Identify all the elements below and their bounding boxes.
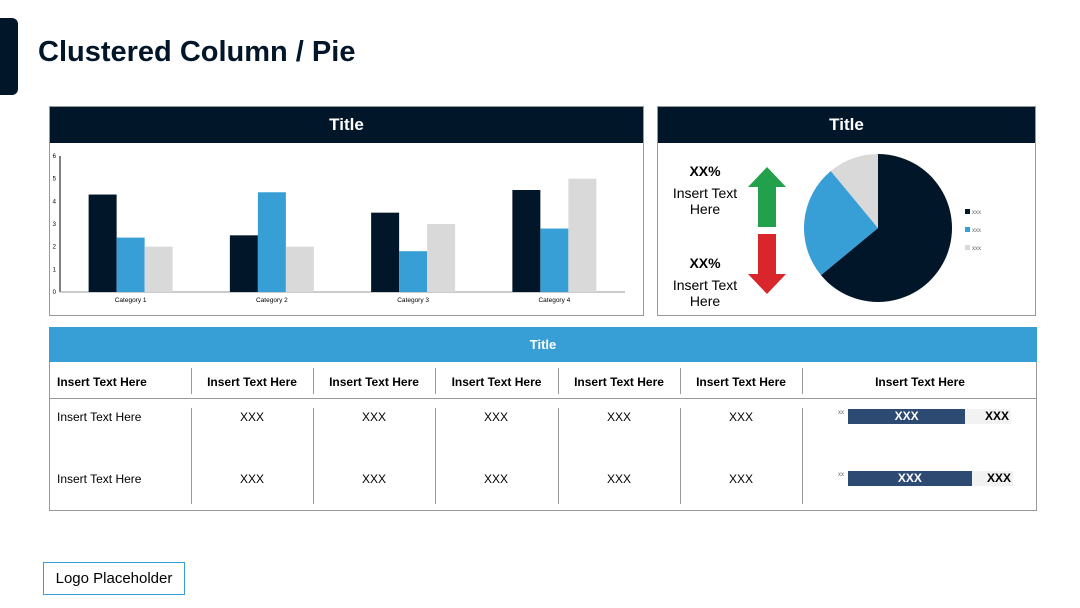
bar [116,237,145,292]
row-label: Insert Text Here [57,410,142,424]
data-table: Title Insert Text Here Insert Text Here … [49,327,1037,511]
table-cell: XXX [483,410,508,424]
x-tick-label: Category 4 [538,297,570,304]
x-tick-label: Category 2 [256,297,288,304]
y-tick-label: 0 [53,290,57,296]
legend-swatch [965,245,970,250]
bar [427,224,456,292]
legend-label: xxx [972,246,981,252]
table-cell: XXX [606,472,631,486]
column-chart: 0 1 2 3 4 5 6 Category 1 Category 2 Category 3 Cat… [53,154,625,304]
column-header: Insert Text Here [57,375,147,389]
bar [540,228,569,292]
kpi-value: XX% [689,255,721,271]
progress-value: XXX [986,471,1011,485]
bar [144,246,173,292]
y-tick-label: 4 [53,199,57,205]
table-cell: XXX [361,472,386,486]
column-header: Insert Text Here [329,375,419,389]
bar [512,190,541,292]
y-tick-label: 1 [53,267,57,273]
kpi-value: XX% [689,163,721,179]
column-header: Insert Text Here [451,375,542,389]
column-header: Insert Text Here [696,375,786,389]
kpi-down: XX% Insert Text Here [660,255,750,309]
progress-bar: XXX XXX [848,471,1013,486]
table-row: Insert Text Here XXX XXX XXX XXX XXX xx XXX XXX [50,471,1036,492]
column-header: Insert Text Here [574,375,664,389]
row-label: Insert Text Here [57,472,142,486]
kpi-up: XX% Insert Text Here [660,163,750,217]
table-cell: XXX [239,410,264,424]
legend-label: xxx [972,210,981,216]
progress-fill: XXX [848,471,972,486]
table-cell: XXX [483,472,508,486]
column-header: Insert Text Here [207,375,297,389]
panel-title: Title [658,107,1035,143]
y-tick-label: 2 [53,245,57,251]
legend-swatch [965,227,970,232]
bar [285,246,314,292]
pie-slice [804,170,878,276]
accent-bar [0,18,18,95]
x-tick-label: Category 1 [115,297,147,304]
legend-swatch [965,209,970,214]
arrow-up-icon [748,167,786,227]
bar [229,235,258,292]
progress-fill: XXX [848,409,966,424]
table-cell: XXX [606,410,631,424]
page-title: Clustered Column / Pie [38,36,356,68]
pie-slice [830,154,878,228]
column-chart-panel: Title 0 1 2 3 4 5 6 Category 1 Category 2 Categor… [49,106,644,316]
y-tick-label: 3 [53,222,57,228]
bar-small-label: xx [838,410,844,416]
y-tick-label: 5 [53,177,57,183]
bar-small-label: xx [838,472,844,478]
table-cell: XXX [239,472,264,486]
progress-value: XXX [984,409,1009,423]
panel-title: Title [50,107,643,143]
kpi-text: Insert Text Here [672,185,738,217]
table-title: Title [49,327,1037,362]
bar [399,251,428,292]
x-tick-label: Category 3 [397,297,429,304]
table-row: Insert Text Here XXX XXX XXX XXX XXX xx XXX XXX [50,409,1036,430]
bar [568,178,597,292]
pie-slice [820,154,952,302]
bar [88,194,117,292]
bar [257,192,286,292]
column-header: Insert Text Here [875,375,965,389]
table-header-row: Insert Text Here Insert Text Here Insert… [50,363,1036,399]
pie-chart-panel: Title XX% Insert Text Here XX% Insert Text… [657,106,1036,316]
pie-chart: xxx xxx xxx [804,154,981,302]
arrow-down-icon [748,234,786,294]
legend-label: xxx [972,228,981,234]
logo-placeholder: Logo Placeholder [43,562,185,595]
y-tick-label: 6 [53,154,57,160]
table-cell: XXX [728,472,753,486]
progress-bar: XXX XXX [848,409,1011,424]
bar [371,212,400,292]
table-cell: XXX [728,410,753,424]
table-cell: XXX [361,410,386,424]
kpi-text: Insert Text Here [672,277,738,309]
